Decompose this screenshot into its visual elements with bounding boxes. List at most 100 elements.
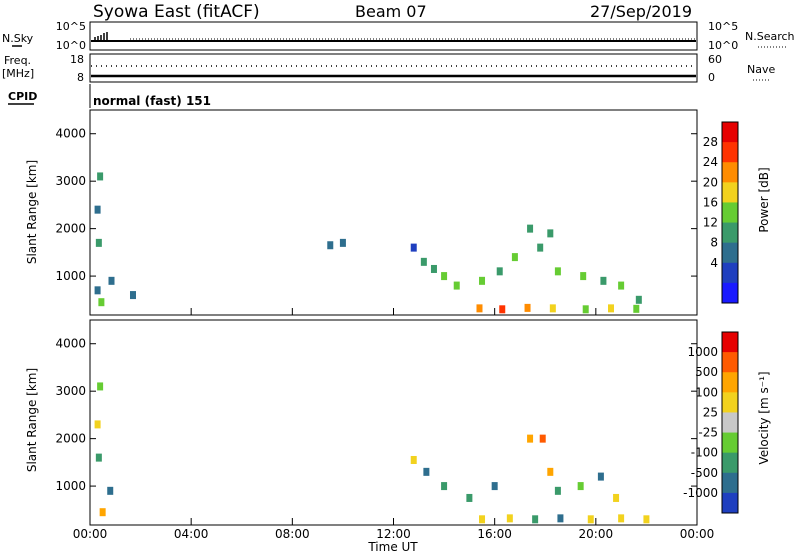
colorbar-tick-label: 24	[703, 155, 718, 169]
x-tick-label: 00:00	[73, 527, 108, 541]
colorbar-tick-label: 25	[703, 405, 718, 419]
colorbar-tick-label: 12	[703, 216, 718, 230]
freq-unit-label: [MHz]	[2, 67, 34, 80]
colorbar-segment	[722, 202, 738, 224]
colorbar-segment	[722, 352, 738, 373]
noise-right-tick-top: 10^5	[708, 20, 738, 33]
nave-tick-bottom: 0	[708, 71, 715, 84]
data-cell	[327, 241, 334, 250]
data-cell	[441, 482, 448, 491]
colorbar-segment	[722, 332, 738, 353]
data-cell	[527, 224, 534, 233]
power-y-ticks: 4000 3000 2000 1000	[55, 127, 697, 283]
data-cell	[618, 281, 625, 290]
data-cell	[479, 276, 486, 285]
colorbar-tick-label: 1000	[687, 345, 718, 359]
colorbar-segment	[722, 432, 738, 454]
x-tick-label: 20:00	[579, 527, 614, 541]
noise-spikes	[94, 32, 108, 41]
data-cell	[108, 276, 115, 285]
data-cell	[635, 295, 642, 304]
y-tick-label: 3000	[55, 384, 86, 398]
x-axis-label: Time UT	[367, 540, 418, 554]
freq-tick-bottom: 8	[77, 71, 84, 84]
velocity-ylabel: Slant Range [km]	[25, 368, 39, 472]
data-cell	[129, 291, 136, 300]
data-cell	[479, 515, 486, 524]
colorbar-segment	[722, 262, 738, 284]
cpid-value: normal (fast) 151	[93, 94, 211, 108]
data-cell	[94, 286, 101, 295]
x-tick-label: 12:00	[376, 527, 411, 541]
data-cell	[643, 515, 650, 524]
colorbar-segment	[722, 472, 738, 494]
y-tick-label: 1000	[55, 269, 86, 283]
colorbar-segment	[722, 282, 738, 304]
date-label: 27/Sep/2019	[590, 2, 692, 21]
noise-left-tick-bottom: 10^0	[56, 39, 86, 52]
data-cell	[580, 272, 587, 281]
data-cell	[430, 264, 437, 273]
data-cell	[554, 486, 561, 495]
data-cell	[506, 514, 513, 523]
velocity-y-ticks: 4000 3000 2000 1000	[55, 337, 697, 493]
n-sky-label: N.Sky	[2, 32, 34, 45]
x-tick-label: 16:00	[477, 527, 512, 541]
colorbar-segment	[722, 142, 738, 163]
power-cells	[94, 172, 642, 314]
beam-label: Beam 07	[355, 2, 427, 21]
nave-label: Nave	[747, 63, 775, 76]
power-panel: 4000 3000 2000 1000 Slant Range [km] 28 24 20…	[25, 109, 771, 316]
data-cell	[613, 493, 620, 502]
velocity-colorbar-label: Velocity [m s⁻¹]	[757, 371, 771, 464]
freq-tick-top: 18	[70, 53, 84, 66]
station-title: Syowa East (fitACF)	[93, 2, 260, 22]
data-cell	[453, 281, 460, 290]
data-cell	[511, 253, 518, 262]
x-tick-label: 08:00	[275, 527, 310, 541]
data-cell	[532, 515, 539, 524]
y-tick-label: 4000	[55, 337, 86, 351]
data-cell	[94, 420, 101, 429]
data-cell	[554, 267, 561, 276]
colorbar-segment	[722, 452, 738, 474]
data-cell	[99, 508, 106, 517]
y-tick-label: 1000	[55, 479, 86, 493]
colorbar-segment	[722, 162, 738, 183]
data-cell	[94, 205, 101, 214]
colorbar-tick-label: -1000	[683, 486, 718, 500]
colorbar-segment	[722, 182, 738, 203]
colorbar-segment	[722, 222, 738, 244]
data-cell	[527, 434, 534, 443]
colorbar-segment	[722, 122, 738, 143]
colorbar-tick-label: -25	[698, 426, 718, 440]
cpid-label: CPID	[8, 90, 37, 103]
data-cell	[582, 305, 589, 314]
noise-right-tick-bottom: 10^0	[708, 39, 738, 52]
data-cell	[95, 238, 102, 247]
colorbar-segment	[722, 392, 738, 413]
colorbar-segment	[722, 492, 738, 514]
data-cell	[499, 305, 506, 314]
colorbar-tick-label: 8	[710, 236, 718, 250]
data-cell	[557, 514, 564, 523]
data-cell	[97, 172, 104, 181]
power-plot-frame	[89, 109, 698, 316]
data-cell	[339, 238, 346, 247]
cpid-panel: CPID normal (fast) 151	[8, 84, 211, 108]
data-cell	[587, 515, 594, 524]
data-cell	[107, 486, 114, 495]
x-tick-label: 04:00	[174, 527, 209, 541]
data-cell	[600, 276, 607, 285]
data-cell	[577, 482, 584, 491]
frequency-panel: Freq. [MHz] 18 8 60 0 Nave	[2, 53, 775, 84]
data-cell	[410, 455, 417, 464]
x-tick-label: 00:00	[680, 527, 715, 541]
y-tick-label: 4000	[55, 127, 86, 141]
data-cell	[420, 257, 427, 266]
colorbar-segment	[722, 372, 738, 393]
noise-left-tick-top: 10^5	[56, 20, 86, 33]
data-cell	[496, 267, 503, 276]
power-colorbar: 28 24 20 16 12 8 4	[703, 121, 739, 304]
